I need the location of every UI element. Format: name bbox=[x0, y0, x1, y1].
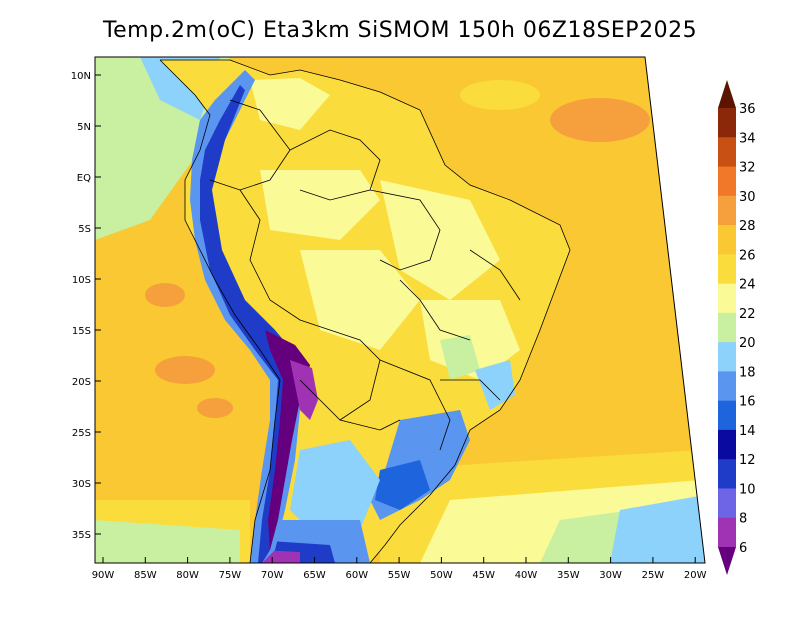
lon-tick-label: 55W bbox=[388, 570, 411, 581]
lat-tick-label: 10S bbox=[72, 275, 91, 286]
colorbar-top-arrow bbox=[718, 80, 736, 108]
colorbar-label: 36 bbox=[739, 102, 756, 117]
lon-tick-label: 65W bbox=[303, 570, 326, 581]
colorbar-swatch bbox=[718, 342, 736, 372]
colorbar-label: 8 bbox=[739, 512, 747, 527]
colorbar-label: 10 bbox=[739, 482, 756, 497]
lon-tick-label: 35W bbox=[557, 570, 580, 581]
colorbar-swatch bbox=[718, 429, 736, 460]
colorbar-swatch bbox=[718, 400, 736, 431]
colorbar-label: 6 bbox=[739, 541, 747, 556]
colorbar-label: 24 bbox=[739, 278, 756, 293]
lat-tick-label: 35S bbox=[72, 530, 91, 541]
colorbar-label: 14 bbox=[739, 424, 756, 439]
lon-tick-label: 20W bbox=[684, 570, 707, 581]
lon-tick-label: 45W bbox=[472, 570, 495, 581]
colorbar-swatch bbox=[718, 517, 736, 548]
lon-tick-label: 50W bbox=[430, 570, 453, 581]
lon-tick-label: 85W bbox=[134, 570, 157, 581]
colorbar-label: 16 bbox=[739, 395, 756, 410]
colorbar-swatch bbox=[718, 459, 736, 489]
colorbar-bottom-arrow bbox=[718, 547, 736, 575]
latitude-ticks: 10N 5N EQ 5S 10S 15S 20S 25S 30S 35S bbox=[71, 71, 101, 541]
lat-tick-label: 15S bbox=[72, 326, 91, 337]
lon-tick-label: 60W bbox=[345, 570, 368, 581]
lat-tick-label: 30S bbox=[72, 479, 91, 490]
colorbar-swatch bbox=[718, 108, 736, 138]
colorbar-label: 12 bbox=[739, 453, 756, 468]
longitude-ticks: 90W 85W 80W 75W 70W 65W 60W 55W 50W 45W 40W 35W 30W 2… bbox=[92, 557, 707, 581]
colorbar-swatch bbox=[718, 371, 736, 402]
lat-tick-label: EQ bbox=[77, 173, 91, 184]
colorbar-swatch bbox=[718, 195, 736, 226]
colorbar-swatch bbox=[718, 137, 736, 168]
colorbar-label: 32 bbox=[739, 161, 756, 176]
colorbar-label: 34 bbox=[739, 131, 756, 146]
colorbar-label: 20 bbox=[739, 336, 756, 351]
lon-tick-label: 80W bbox=[176, 570, 199, 581]
colorbar-label: 30 bbox=[739, 190, 756, 205]
lon-tick-label: 90W bbox=[92, 570, 115, 581]
lat-tick-label: 20S bbox=[72, 377, 91, 388]
colorbar-label: 26 bbox=[739, 248, 756, 263]
lat-tick-label: 25S bbox=[72, 428, 91, 439]
colorbar-swatch bbox=[718, 312, 736, 343]
colorbar-swatch bbox=[718, 283, 736, 314]
lon-tick-label: 30W bbox=[599, 570, 622, 581]
colorbar-label: 18 bbox=[739, 365, 756, 380]
temperature-field bbox=[95, 57, 705, 563]
lon-tick-label: 75W bbox=[219, 570, 242, 581]
lat-tick-label: 5N bbox=[77, 122, 91, 133]
lon-tick-label: 40W bbox=[515, 570, 538, 581]
lat-tick-label: 10N bbox=[71, 71, 91, 82]
map-frame bbox=[94, 56, 706, 564]
color-scale-bar: 6 8 10 12 14 16 18 20 22 24 26 28 30 32 34 36 bbox=[718, 80, 756, 575]
colorbar-swatch bbox=[718, 225, 736, 255]
colorbar-label: 28 bbox=[739, 219, 756, 234]
lon-tick-label: 70W bbox=[261, 570, 284, 581]
colorbar-swatch bbox=[718, 254, 736, 285]
colorbar-swatch bbox=[718, 488, 736, 519]
lon-tick-label: 25W bbox=[642, 570, 665, 581]
map-title: Temp.2m(oC) Eta3km SiSMOM 150h 06Z18SEP2… bbox=[102, 18, 698, 43]
colorbar-swatch bbox=[718, 166, 736, 197]
colorbar-label: 22 bbox=[739, 307, 756, 322]
lat-tick-label: 5S bbox=[78, 224, 91, 235]
